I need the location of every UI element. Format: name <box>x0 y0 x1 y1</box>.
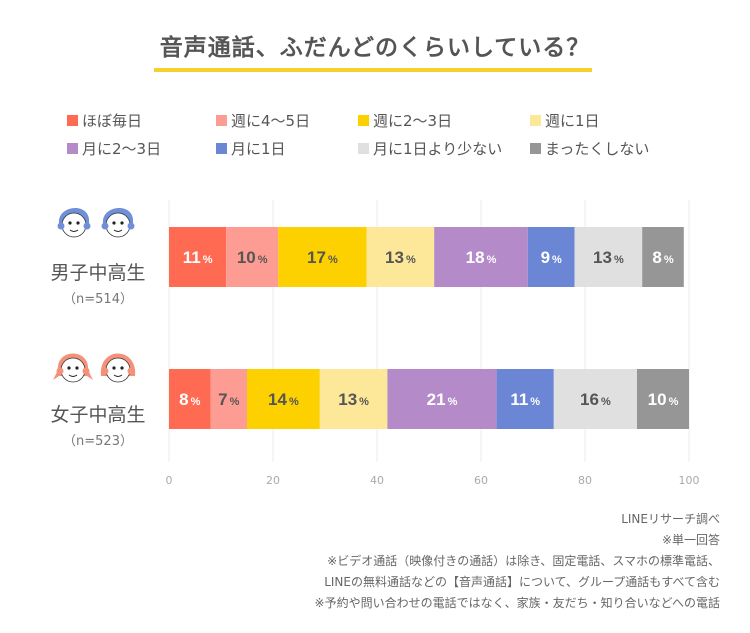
data-label: 10% <box>237 248 268 267</box>
x-tick-label: 80 <box>578 474 592 487</box>
data-label: 7% <box>218 390 239 409</box>
data-label: 14% <box>268 390 299 409</box>
x-tick-label: 0 <box>166 474 173 487</box>
legend-swatch <box>67 115 78 126</box>
data-label: 8% <box>652 248 673 267</box>
bar-segment <box>169 227 227 287</box>
chart-title: 音声通話、ふだんどのくらいしている？ <box>159 35 591 61</box>
legend-item: 月に2〜3日 <box>67 138 161 159</box>
data-label: 17% <box>307 248 338 267</box>
legend-item: 週に1日 <box>530 110 600 131</box>
sample-size: （n=514） <box>63 292 133 307</box>
legend-label: 週に1日 <box>545 112 600 130</box>
legend-item: ほぼ毎日 <box>67 110 142 131</box>
bar-segment <box>434 227 528 287</box>
x-tick-label: 20 <box>266 474 280 487</box>
sample-size: （n=523） <box>63 434 133 449</box>
x-tick-label: 60 <box>474 474 488 487</box>
footnote: ※ビデオ通話（映像付きの通話）は除き、固定電話、スマホの標準電話、 <box>327 554 720 568</box>
girl-face-icon <box>100 353 136 383</box>
legend-swatch <box>358 115 369 126</box>
bar-segment <box>319 369 388 429</box>
bar-segment <box>169 369 211 429</box>
footnote: ※予約や問い合わせの電話ではなく、家族・友だち・知り合いなどへの電話 <box>314 596 720 610</box>
data-label: 18% <box>466 248 497 267</box>
legend-swatch <box>530 115 541 126</box>
data-label: 13% <box>385 248 416 267</box>
bar-segment <box>210 369 247 429</box>
legend-swatch <box>216 115 227 126</box>
boy-face-icon <box>57 207 91 238</box>
legend-swatch <box>67 143 78 154</box>
data-label: 9% <box>541 248 562 267</box>
data-label: 8% <box>179 390 200 409</box>
title-underline <box>154 68 592 72</box>
data-label: 11% <box>510 390 540 409</box>
legend-item: 月に1日 <box>216 138 286 159</box>
girl-face-icon <box>53 353 93 383</box>
legend-label: 月に1日より少ない <box>373 140 503 158</box>
bar-segment <box>226 227 279 287</box>
bar-segment <box>574 227 643 287</box>
legend-swatch <box>216 143 227 154</box>
bar-segment <box>527 227 575 287</box>
bar-segment <box>642 227 684 287</box>
legend-swatch <box>530 143 541 154</box>
category-label: 女子中高生 <box>50 404 146 426</box>
bar-segment <box>553 369 637 429</box>
x-tick-label: 100 <box>679 474 700 487</box>
legend-label: ほぼ毎日 <box>82 112 143 130</box>
legend-label: 月に1日 <box>231 140 286 158</box>
legend-item: 月に1日より少ない <box>358 138 502 159</box>
data-label: 13% <box>593 248 624 267</box>
legend-item: 週に4〜5日 <box>216 110 310 131</box>
bar-segment <box>278 227 367 287</box>
legend-swatch <box>358 143 369 154</box>
x-tick-label: 40 <box>370 474 384 487</box>
legend-label: 週に4〜5日 <box>231 112 311 130</box>
footnote: ※単一回答 <box>661 533 720 547</box>
bar-segment <box>247 369 320 429</box>
bar-segment <box>366 227 435 287</box>
category-label: 男子中高生 <box>50 262 146 284</box>
bar-segment <box>387 369 497 429</box>
bar-segment <box>496 369 554 429</box>
legend-label: まったくしない <box>545 140 650 158</box>
boy-face-icon <box>101 207 135 238</box>
data-label: 10% <box>648 390 679 409</box>
legend-label: 月に2〜3日 <box>82 140 162 158</box>
data-label: 11% <box>183 248 213 267</box>
footnote: LINEの無料通話などの【音声通話】について、グループ通話もすべて含む <box>324 575 720 589</box>
legend-label: 週に2〜3日 <box>373 112 453 130</box>
source-note: LINEリサーチ調べ <box>621 512 720 526</box>
data-label: 21% <box>427 390 458 409</box>
data-label: 13% <box>338 390 369 409</box>
legend-item: 週に2〜3日 <box>358 110 452 131</box>
data-label: 16% <box>580 390 611 409</box>
legend-item: まったくしない <box>530 138 649 159</box>
bar-segment <box>637 369 689 429</box>
